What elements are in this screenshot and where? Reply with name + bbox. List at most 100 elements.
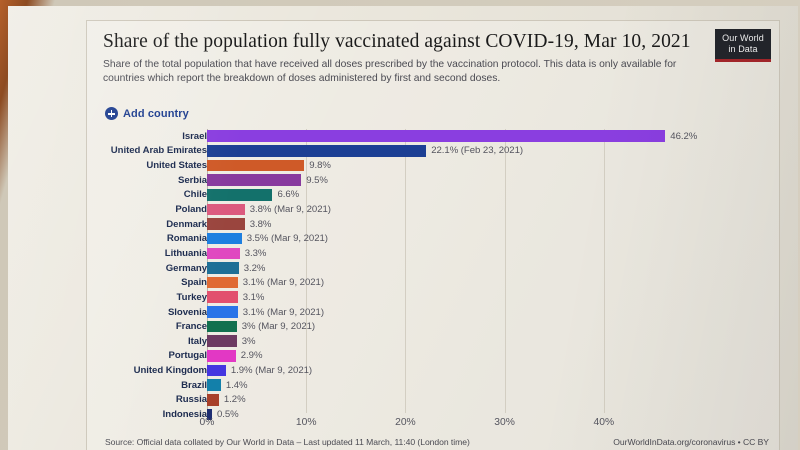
country-label[interactable]: United States <box>146 160 207 172</box>
country-label[interactable]: Brazil <box>181 379 207 391</box>
bar[interactable] <box>207 276 238 289</box>
bar-value-label: 3% <box>241 335 256 347</box>
bar-row[interactable]: Israel 46.2% <box>87 129 781 144</box>
bar-row[interactable]: Poland 3.8% (Mar 9, 2021) <box>87 202 781 217</box>
bar-row[interactable]: Spain 3.1% (Mar 9, 2021) <box>87 275 781 290</box>
bar-value-label: 46.2% <box>670 130 698 142</box>
chart-plot-area: Israel 46.2% United Arab Emirates 22.1% (Fe… <box>87 129 781 429</box>
bar-value-label: 1.2% <box>223 394 246 406</box>
bar[interactable] <box>207 159 305 172</box>
bar[interactable] <box>207 247 240 260</box>
bar-value-label: 9.8% <box>309 160 331 172</box>
country-label[interactable]: Turkey <box>176 291 208 303</box>
bar-row[interactable]: United Kingdom 1.9% (Mar 9, 2021) <box>87 363 781 378</box>
bar[interactable] <box>207 335 237 347</box>
bar-row[interactable]: Italy 3% <box>87 334 781 349</box>
bar-value-label: 3.3% <box>244 247 267 259</box>
logo-line-1: Our World <box>722 33 764 43</box>
bar-row[interactable]: Romania 3.5% (Mar 9, 2021) <box>87 231 781 246</box>
country-label[interactable]: Indonesia <box>162 408 207 420</box>
bar[interactable] <box>207 232 242 245</box>
country-label[interactable]: Russia <box>175 394 207 406</box>
bar[interactable] <box>207 188 273 201</box>
bar-value-label: 22.1% (Feb 23, 2021) <box>431 145 524 157</box>
bar[interactable] <box>207 350 236 362</box>
bar-row[interactable]: Chile 6.6% <box>87 188 781 203</box>
country-label[interactable]: Israel <box>182 130 207 142</box>
bar-value-label: 9.5% <box>306 174 328 186</box>
bar-row[interactable]: Russia 1.2% <box>87 393 781 408</box>
our-world-in-data-logo[interactable]: Our World in Data <box>715 29 771 62</box>
bar-value-label: 3.2% <box>243 262 266 274</box>
bar-value-label: 1.4% <box>225 379 248 391</box>
bar-value-label: 3.8% <box>249 218 272 230</box>
x-tick-label: 30% <box>494 417 515 428</box>
bar[interactable] <box>207 306 238 318</box>
add-country-button[interactable]: Add country <box>105 107 189 120</box>
bar[interactable] <box>207 379 221 391</box>
country-label[interactable]: Poland <box>175 204 207 216</box>
gridline-30 <box>504 129 506 413</box>
country-label[interactable]: United Arab Emirates <box>110 145 207 157</box>
page-title: Share of the population fully vaccinated… <box>103 31 691 52</box>
bar-value-label: 2.9% <box>240 350 263 362</box>
bar[interactable] <box>207 291 238 304</box>
bar-value-label: 3.1% (Mar 9, 2021) <box>242 277 324 289</box>
bar-row[interactable]: Lithuania 3.3% <box>87 246 781 261</box>
chart-card: Share of the population fully vaccinated… <box>86 20 780 450</box>
country-label[interactable]: Chile <box>183 189 207 201</box>
gridline-40 <box>603 129 605 413</box>
country-label[interactable]: Denmark <box>166 218 207 230</box>
bar[interactable] <box>207 364 226 377</box>
country-label[interactable]: Romania <box>166 233 207 245</box>
country-label[interactable]: Germany <box>165 262 207 274</box>
bar-value-label: 3.5% (Mar 9, 2021) <box>246 233 328 245</box>
bar[interactable] <box>207 218 245 230</box>
attribution-note[interactable]: OurWorldInData.org/coronavirus • CC BY <box>613 437 769 447</box>
bar-value-label: 1.9% (Mar 9, 2021) <box>230 365 313 377</box>
bar-row[interactable]: Denmark 3.8% <box>87 217 781 232</box>
bar-row[interactable]: Portugal 2.9% <box>87 349 781 364</box>
country-label[interactable]: Serbia <box>177 174 207 186</box>
chart-subtitle: Share of the total population that have … <box>103 59 677 84</box>
chart-footer: Source: Official data collated by Our Wo… <box>105 437 769 447</box>
bar-row[interactable]: Indonesia 0.5% <box>87 407 781 422</box>
country-label[interactable]: Portugal <box>168 350 207 362</box>
bar-value-label: 3.1% (Mar 9, 2021) <box>242 306 324 318</box>
source-note: Source: Official data collated by Our Wo… <box>105 437 470 447</box>
bar-row[interactable]: Germany 3.2% <box>87 261 781 276</box>
bar-row[interactable]: United Arab Emirates 22.1% (Feb 23, 2021) <box>87 144 781 159</box>
bar[interactable] <box>207 130 666 142</box>
gridline-10 <box>306 129 308 413</box>
bar-row[interactable]: France 3% (Mar 9, 2021) <box>87 319 781 334</box>
bar[interactable] <box>207 408 212 421</box>
plus-circle-icon <box>105 107 118 120</box>
country-label[interactable]: Lithuania <box>164 247 207 259</box>
chart-header: Share of the population fully vaccinated… <box>103 31 769 85</box>
add-country-label: Add country <box>123 107 189 120</box>
bar[interactable] <box>207 174 302 186</box>
bar-list: Israel 46.2% United Arab Emirates 22.1% (Fe… <box>87 129 781 422</box>
bar-row[interactable]: Slovenia 3.1% (Mar 9, 2021) <box>87 305 781 320</box>
bar-value-label: 3.8% (Mar 9, 2021) <box>249 204 331 216</box>
bar-row[interactable]: Turkey 3.1% <box>87 290 781 305</box>
screen-surface: Share of the population fully vaccinated… <box>8 6 798 450</box>
bar-value-label: 3.1% <box>242 291 265 303</box>
bar[interactable] <box>207 393 219 406</box>
bar[interactable] <box>207 262 239 274</box>
bar-row[interactable]: Brazil 1.4% <box>87 378 781 393</box>
country-label[interactable]: Italy <box>188 335 207 347</box>
bar-value-label: 0.5% <box>216 408 239 420</box>
country-label[interactable]: Spain <box>181 277 207 289</box>
country-label[interactable]: Slovenia <box>167 306 207 318</box>
bar-row[interactable]: United States 9.8% <box>87 158 781 173</box>
bar-value-label: 3% (Mar 9, 2021) <box>241 321 316 333</box>
x-tick-label: 40% <box>593 417 615 428</box>
country-label[interactable]: United Kingdom <box>133 365 207 377</box>
bar-row[interactable]: Serbia 9.5% <box>87 173 781 188</box>
country-label[interactable]: France <box>175 321 207 333</box>
bar[interactable] <box>207 320 237 333</box>
bar[interactable] <box>207 203 245 216</box>
bar[interactable] <box>207 145 427 157</box>
